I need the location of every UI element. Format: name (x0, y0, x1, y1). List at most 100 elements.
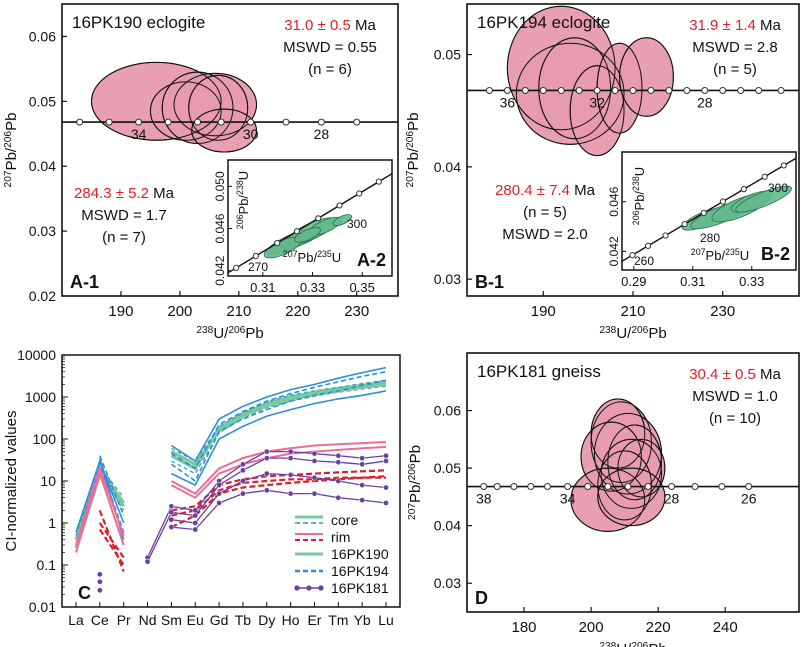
ree-data-point (287, 490, 294, 497)
concordia-age-marker (521, 86, 529, 94)
inset-mswd-label: MSWD = 1.7 (81, 207, 166, 224)
ree-data-point (96, 571, 103, 578)
x-tick-label: Pr (117, 612, 131, 628)
inset-age-marker (780, 162, 787, 169)
panel-title: 16PK194 eclogite (477, 13, 610, 32)
concordia-age-label: 28 (314, 126, 330, 142)
panel-A-1: 190 200 210 220 230 0.02 0.03 0.04 0.05 0.06 238U/… (3, 3, 399, 342)
x-tick-label: 210 (620, 303, 645, 320)
concordia-age-marker (745, 483, 753, 491)
inset-y-tick-label: 0.050 (213, 171, 227, 201)
ree-data-point (168, 524, 175, 530)
concordia-age-marker (557, 86, 565, 94)
ree-data-point (144, 558, 151, 565)
ree-data-point (383, 452, 389, 459)
data-ellipse-outline (617, 438, 666, 498)
ree-data-point (96, 587, 103, 594)
concordia-age-marker (282, 118, 290, 126)
n-label: (n = 6) (308, 61, 352, 78)
inset-data-ellipse (735, 185, 792, 213)
ree-data-point (359, 497, 366, 503)
ree-series-line (171, 489, 387, 531)
ree-series-line (75, 441, 387, 546)
x-tick-label: Nd (139, 612, 157, 628)
concordia-age-marker (353, 118, 361, 126)
concordia-age-marker (718, 483, 726, 491)
age-result: 31.9 ± 1.4 Ma (689, 17, 781, 34)
legend-dot (318, 585, 324, 591)
panel-label: A-1 (70, 272, 99, 292)
ree-data-point (311, 490, 318, 497)
concordia-age-label: 30 (243, 126, 259, 142)
concordia-age-marker (480, 483, 488, 491)
inset-x-tick-label: 0.29 (621, 274, 646, 289)
concordia-age-marker (539, 86, 547, 94)
x-tick-label: Sm (161, 612, 182, 628)
inset-age-label: 270 (248, 260, 268, 274)
y-tick-label: 0.03 (434, 575, 461, 591)
y-tick-label: 0.01 (29, 599, 56, 615)
concordia-age-label: 34 (131, 126, 147, 142)
concordia-age-marker (647, 86, 655, 94)
ellipse-group (506, 5, 674, 157)
ree-data-point (383, 500, 389, 506)
inset-age-marker (315, 215, 322, 222)
data-ellipse-outline (191, 108, 258, 153)
inset-y-axis-label: 206Pb/238U (235, 171, 251, 229)
ree-data-point (168, 503, 175, 510)
concordia-age-marker (584, 483, 592, 491)
mswd-label: MSWD = 0.55 (283, 39, 377, 56)
x-tick-label: 240 (713, 619, 738, 636)
concordia-age-label: 38 (476, 491, 492, 507)
ree-series-line (75, 445, 387, 553)
y-tick-label: 0.06 (434, 403, 461, 419)
ree-data-point (168, 516, 175, 523)
x-tick-label: 180 (511, 619, 536, 636)
x-tick-label: La (68, 612, 84, 628)
concordia-age-marker (194, 118, 202, 126)
age-result: 30.4 ± 0.5 Ma (689, 366, 781, 383)
ree-data-point (263, 448, 270, 455)
inset-age-marker (336, 202, 343, 209)
ree-data-point (287, 448, 294, 455)
concordia-age-marker (527, 483, 535, 491)
ree-data-point (168, 509, 175, 516)
inset-y-tick-label: 0.042 (213, 255, 227, 285)
inset-x-axis-label: 207Pb/235U (691, 247, 749, 263)
ree-series-line (75, 366, 387, 533)
concordia-age-marker (668, 483, 676, 491)
concordia-age-marker (777, 86, 785, 94)
x-tick-label: 230 (344, 303, 369, 320)
y-tick-label: 0.1 (37, 557, 57, 573)
ree-data-point (311, 458, 318, 464)
legend-dot (306, 585, 312, 591)
inset-x-tick-label: 0.35 (350, 280, 375, 295)
inset-data-ellipse (294, 227, 321, 243)
ree-data-point (216, 490, 222, 497)
y-tick-label: 1 (48, 515, 56, 531)
mswd-label: MSWD = 2.8 (692, 39, 777, 56)
x-tick-label: Gd (210, 612, 229, 628)
ree-data-point (383, 458, 389, 464)
x-tick-label: Dy (258, 612, 275, 628)
y-tick-label: 0.04 (29, 158, 56, 174)
ree-data-point (335, 478, 342, 484)
legend-label: 16PK194 (331, 563, 389, 579)
ree-data-point (359, 455, 366, 461)
x-tick-label: Eu (187, 612, 204, 628)
data-ellipse-outline (580, 421, 642, 492)
inset-mswd-label: MSWD = 2.0 (502, 226, 587, 243)
ree-data-point (287, 455, 294, 461)
x-tick-label: Tm (328, 612, 348, 628)
x-tick-label: 200 (167, 303, 192, 320)
ree-data-point (359, 482, 366, 488)
concordia-age-marker (164, 118, 172, 126)
ree-data-point (335, 452, 342, 459)
concordia-age-label: 32 (589, 94, 605, 110)
ree-data-point (96, 578, 103, 585)
concordia-age-marker (683, 86, 691, 94)
x-tick-label: 220 (646, 619, 671, 636)
data-ellipse-outline (538, 37, 612, 140)
legend-label: core (331, 512, 358, 528)
